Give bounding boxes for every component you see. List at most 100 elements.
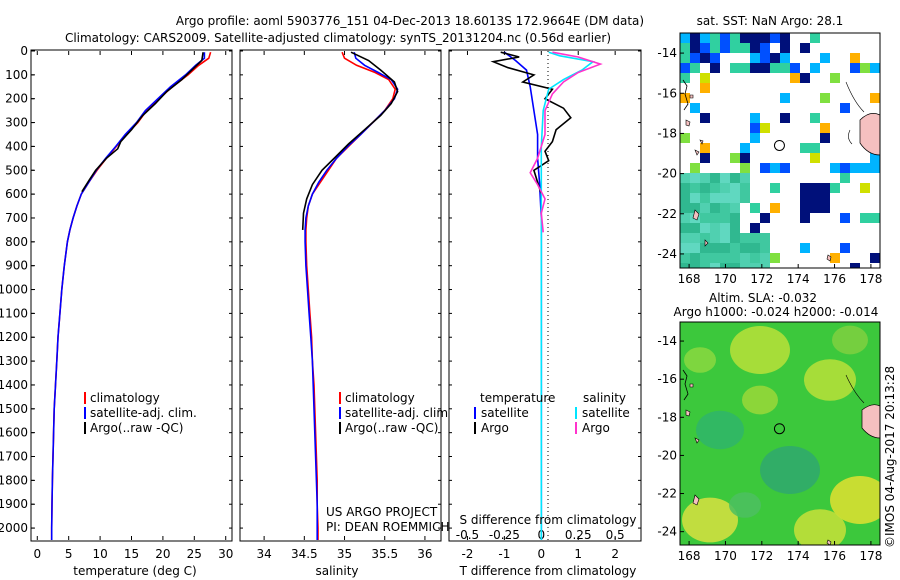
sst-cell [730, 213, 740, 223]
temperature-axis-ticks: 0 5 10 15 20 25 30 [31, 50, 233, 561]
difference-profile-panel: -2 -1 0 1 2-0.5 -0.25 0 0.25 0.5 S difference fr… [448, 49, 642, 578]
sst-cell [710, 173, 720, 183]
sst-cell [730, 233, 740, 243]
sst-cell [780, 43, 790, 53]
sst-cell [740, 193, 750, 203]
sst-cell [740, 143, 750, 153]
sst-cell [810, 63, 820, 73]
sst-cell [760, 253, 770, 263]
y-tick-label: 500 [5, 163, 28, 177]
sst-cell [810, 193, 820, 203]
small-islands-west [685, 94, 704, 156]
sst-cell [750, 233, 760, 243]
legend-temp-satellite-label: satellite [481, 406, 529, 420]
temperature-plot-frame [30, 49, 233, 542]
sla-anomaly-blob [832, 325, 868, 355]
sst-cell [780, 33, 790, 43]
sla-anomaly-blob [830, 476, 880, 524]
lat-tick-label: -18 [657, 126, 677, 140]
sst-cell [830, 73, 840, 83]
sla-anomaly-blob [730, 326, 790, 374]
legend-temperature-title: temperature [480, 391, 555, 405]
sst-cell [820, 193, 830, 203]
sst-cell [840, 163, 850, 173]
sst-map-axis-ticks: 168 170 172 174 176 178 -14 -16 -18 -20 -22 -24 [657, 46, 882, 286]
sst-cell [740, 243, 750, 253]
sst-cell [700, 153, 710, 163]
sst-cell [700, 73, 710, 83]
legend-sal-argo-label: Argo [582, 421, 610, 435]
sst-cell [790, 63, 800, 73]
sst-cell [700, 213, 710, 223]
sst-cell [810, 113, 820, 123]
sla-anomaly-blob [696, 410, 744, 450]
s-diff-tick-label: -0.5 [456, 528, 479, 542]
sst-cell [720, 203, 730, 213]
sst-cell [710, 63, 720, 73]
legend-climatology-label: climatology [90, 391, 160, 405]
series-line-salinity-satellite [540, 51, 595, 540]
sst-cell [760, 63, 770, 73]
sst-cell [840, 103, 850, 113]
lon-tick-label: 178 [859, 272, 882, 286]
sst-cell [700, 253, 710, 263]
sst-cell [710, 253, 720, 263]
sst-cell [760, 263, 770, 268]
sst-cell [730, 253, 740, 263]
sst-cell [680, 193, 690, 203]
lon-tick-label: 170 [714, 272, 737, 286]
sst-cell [800, 183, 810, 193]
sst-cell [840, 173, 850, 183]
legend-argo-label: Argo(..raw -QC) [90, 421, 183, 435]
argo-float-position-marker [773, 139, 785, 151]
sla-anomaly-blob [684, 347, 716, 373]
sst-cell [690, 33, 700, 43]
y-tick-label: 1800 [0, 473, 28, 487]
sst-cell [850, 163, 860, 173]
sla-anomaly-blob [804, 359, 856, 401]
lon-tick-label: 174 [787, 272, 810, 286]
sst-cell [820, 133, 830, 143]
sst-cell [770, 53, 780, 63]
fiji-landmass [859, 113, 880, 156]
y-tick-label: 1900 [0, 497, 28, 511]
project-annotation-line1: US ARGO PROJECT [326, 505, 438, 519]
sst-cell [850, 53, 860, 63]
sst-cell [810, 183, 820, 193]
sst-cell [700, 183, 710, 193]
sst-cell [800, 193, 810, 203]
sst-cell [690, 193, 700, 203]
y-tick-label: 300 [5, 116, 28, 130]
sst-cell [740, 233, 750, 243]
sst-cell [720, 193, 730, 203]
lon-tick-label: 168 [678, 272, 701, 286]
sst-cell [830, 253, 840, 263]
s-diff-tick-label: -0.25 [489, 528, 520, 542]
sst-cell [870, 153, 880, 163]
x-tick-label: -2 [461, 547, 473, 561]
sst-cells [680, 33, 880, 268]
sst-cell [810, 153, 820, 163]
x-tick-label: 20 [155, 547, 170, 561]
sla-map-axis-ticks: 168 170 172 174 176 178 -14 -16 -18 -20 -22 -24 [657, 334, 882, 563]
y-tick-label: 900 [5, 259, 28, 273]
sst-cell [810, 33, 820, 43]
sst-cell [690, 253, 700, 263]
salinity-series [301, 51, 399, 540]
sst-cell [740, 153, 750, 163]
sst-cell [680, 33, 690, 43]
difference-series [490, 51, 603, 540]
sst-cell [770, 163, 780, 173]
sst-cell [700, 233, 710, 243]
fiji-landmass [861, 404, 880, 439]
sst-cell [720, 223, 730, 233]
s-diff-tick-label: 0.25 [565, 528, 592, 542]
lat-tick-label: -14 [657, 334, 677, 348]
y-tick-label: 1400 [0, 378, 28, 392]
sst-cell [740, 43, 750, 53]
sst-cell [680, 43, 690, 53]
sst-cell [870, 213, 880, 223]
y-tick-label: 1200 [0, 330, 28, 344]
sst-cell [750, 203, 760, 213]
sst-cell [710, 43, 720, 53]
